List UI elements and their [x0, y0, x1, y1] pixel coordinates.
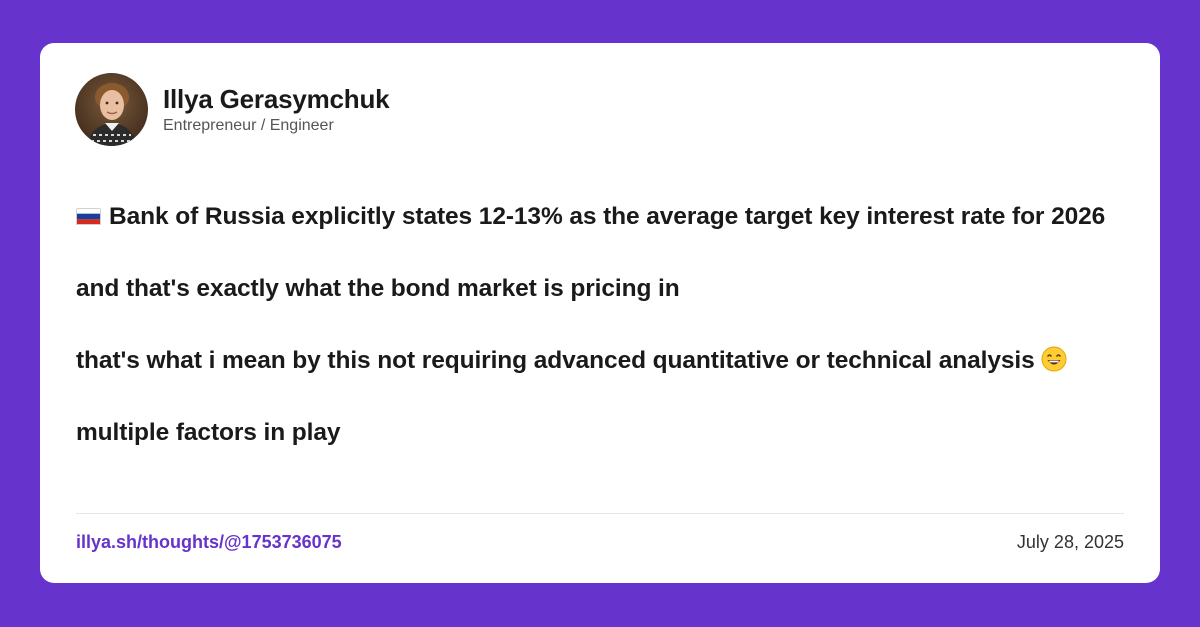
author-name[interactable]: Illya Gerasymchuk	[163, 83, 390, 114]
grinning-face-icon	[1041, 346, 1067, 372]
post-text-2: and that's exactly what the bond market …	[76, 275, 680, 302]
avatar[interactable]	[75, 73, 148, 146]
post-paragraph-1: Bank of Russia explicitly states 12-13% …	[76, 199, 1116, 235]
footer-divider	[76, 513, 1124, 514]
post-text-4: multiple factors in play	[76, 419, 341, 446]
post-header: Illya Gerasymchuk Entrepreneur / Enginee…	[75, 73, 390, 146]
post-paragraph-3: that's what i mean by this not requiring…	[76, 343, 1116, 379]
russia-flag-icon	[76, 208, 101, 225]
post-paragraph-2: and that's exactly what the bond market …	[76, 271, 1116, 307]
author-info: Illya Gerasymchuk Entrepreneur / Enginee…	[163, 83, 390, 136]
post-text-3: that's what i mean by this not requiring…	[76, 347, 1035, 374]
post-permalink[interactable]: illya.sh/thoughts/@1753736075	[76, 532, 342, 552]
post-body: Bank of Russia explicitly states 12-13% …	[76, 199, 1116, 451]
post-card: Illya Gerasymchuk Entrepreneur / Enginee…	[40, 43, 1160, 583]
post-paragraph-4: multiple factors in play	[76, 415, 1116, 451]
profile-photo-icon	[75, 73, 148, 146]
post-date: July 28, 2025	[1016, 532, 1124, 552]
author-title: Entrepreneur / Engineer	[163, 116, 334, 134]
post-text-1: Bank of Russia explicitly states 12-13% …	[109, 203, 1106, 230]
